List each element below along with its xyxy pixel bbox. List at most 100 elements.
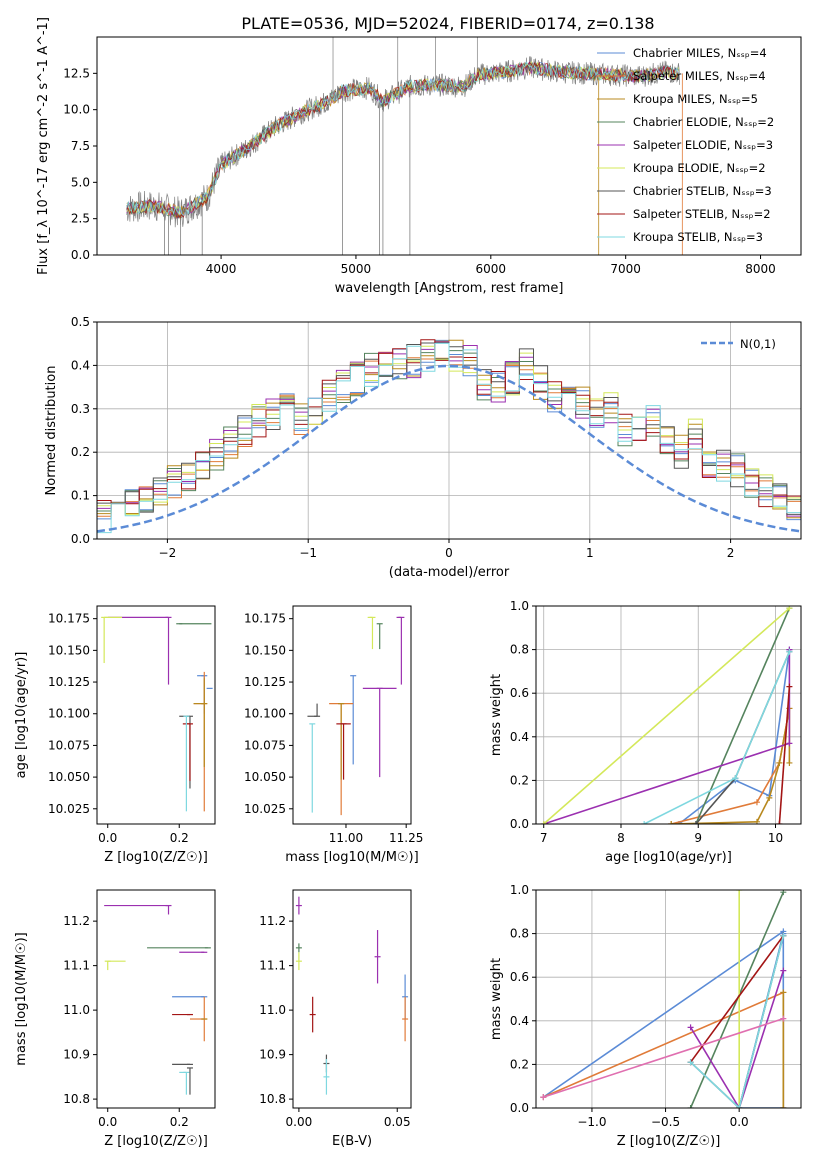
- plot-area-massweight-vs-age: [540, 606, 793, 824]
- weight-marker: [780, 989, 787, 996]
- y-tick-label: 0.2: [71, 445, 90, 459]
- residual-histogram: [97, 339, 801, 526]
- error-point: [338, 702, 345, 780]
- x-tick-label: 8000: [745, 262, 776, 276]
- y-tick-label: 0.5: [71, 315, 90, 329]
- spectrum-data-line: [126, 56, 680, 228]
- x-tick-label: −2: [159, 546, 177, 560]
- error-point: [362, 687, 397, 778]
- x-axis-label: Z [log10(Z/Z☉)]: [104, 1134, 208, 1149]
- weight-marker: [540, 1094, 547, 1101]
- y-tick-label: 10.025: [48, 802, 90, 816]
- weight-marker: [687, 1024, 694, 1031]
- error-point: [182, 723, 193, 781]
- panel-massweight-vs-age: 7 8 9 10 0.0 0.2 0.4 0.6 0.8 1.0 age [log10(age/yr…: [489, 599, 802, 865]
- weight-marker: [540, 821, 547, 824]
- y-tick-label: 0.4: [71, 358, 90, 372]
- legend-label: Kroupa STELIB, Nₛₛₚ=3: [633, 230, 763, 244]
- error-point: [295, 943, 302, 953]
- y-tick-label: 0.2: [510, 773, 529, 787]
- y-tick-label: 10.125: [244, 675, 286, 689]
- weight-series-line: [689, 970, 785, 1108]
- weight-marker: [786, 683, 793, 690]
- panel-age-vs-mass: 11.00 11.25 10.025 10.050 10.075 10.100 10.125…: [244, 605, 423, 865]
- error-point: [336, 723, 351, 780]
- weight-marker: [687, 1105, 694, 1108]
- x-tick-label: 0.2: [170, 831, 189, 845]
- panel-mass-vs-EBV: 0.00 0.05 10.8 10.9 11.0 11.1 11.2 E(B-V): [259, 889, 412, 1149]
- x-tick-label: 0.0: [98, 1115, 117, 1129]
- figure-title: PLATE=0536, MJD=52024, FIBERID=0174, z=0…: [241, 14, 654, 33]
- x-axis-label: Z [log10(Z/Z☉)]: [617, 1134, 721, 1149]
- weight-series-line: [689, 935, 784, 1063]
- y-tick-label: 10.150: [48, 643, 90, 657]
- y-tick-label: 0.0: [71, 532, 90, 546]
- weight-marker: [780, 1015, 787, 1022]
- y-tick-label: 10.100: [244, 707, 286, 721]
- legend-label: N(0,1): [740, 337, 776, 351]
- y-tick-label: 0.6: [510, 970, 529, 984]
- x-tick-label: 6000: [476, 262, 507, 276]
- y-tick-label: 0.4: [510, 730, 529, 744]
- x-axis-label: wavelength [Angstrom, rest frame]: [335, 281, 564, 296]
- weight-marker: [780, 967, 787, 974]
- y-axis-label: mass [log10(M/M☉)]: [14, 932, 29, 1065]
- residual-histogram: [97, 342, 801, 537]
- y-tick-label: 12.5: [63, 66, 90, 80]
- x-tick-label: 9: [694, 831, 702, 845]
- weight-marker: [786, 759, 793, 766]
- error-point: [323, 1059, 330, 1095]
- plot-area-mass-vs-EBV: [295, 896, 409, 1095]
- error-point: [295, 896, 302, 915]
- spectrum-legend: Chabrier MILES, Nₛₛₚ=4 Salpeter MILES, Nₛ…: [597, 46, 774, 244]
- weight-marker: [786, 648, 793, 655]
- y-tick-label: 10.175: [244, 612, 286, 626]
- weight-series-line: [543, 1017, 784, 1098]
- x-axis-label: mass [log10(M/M☉)]: [285, 850, 418, 865]
- legend-label: Kroupa MILES, Nₛₛₚ=5: [633, 92, 758, 106]
- y-tick-label: 10.075: [48, 738, 90, 752]
- plot-area-residuals: [97, 339, 801, 537]
- error-point: [307, 703, 321, 717]
- y-tick-label: 11.2: [63, 914, 90, 928]
- panel-spectrum: 4000 5000 6000 7000 8000 0.0 2.5 5.0 7.5 10.0 12.5…: [36, 17, 802, 296]
- weight-marker: [736, 890, 743, 893]
- weight-marker: [687, 1059, 694, 1066]
- y-tick-label: 1.0: [510, 883, 529, 897]
- axes-frame: [292, 605, 412, 825]
- weight-series-line: [543, 991, 785, 1108]
- x-axis-label: age [log10(age/yr)]: [605, 850, 732, 865]
- panel-massweight-vs-Z: −1.0 −0.5 0.0 0.0 0.2 0.4 0.6 0.8 1.0 Z [log10(Z/…: [489, 883, 802, 1149]
- error-point: [376, 623, 383, 650]
- x-tick-label: −1: [299, 546, 317, 560]
- weight-series-line: [543, 607, 790, 824]
- residual-legend: N(0,1): [701, 337, 776, 351]
- plot-area-massweight-vs-Z: [540, 890, 787, 1108]
- y-axis-label: age [log10(age/yr)]: [14, 652, 29, 779]
- weight-marker: [641, 821, 648, 824]
- y-tick-label: 10.125: [48, 675, 90, 689]
- error-point: [309, 723, 316, 813]
- error-point: [193, 678, 208, 767]
- y-tick-label: 11.0: [259, 1003, 286, 1017]
- error-point: [309, 996, 316, 1033]
- y-tick-label: 10.8: [259, 1092, 286, 1106]
- y-tick-label: 11.1: [63, 959, 90, 973]
- weight-marker: [776, 821, 783, 824]
- error-point: [104, 960, 126, 971]
- x-tick-label: 0.05: [384, 1115, 411, 1129]
- x-tick-label: 0: [445, 546, 453, 560]
- y-tick-label: 10.175: [48, 612, 90, 626]
- y-axis-label: Flux [f_λ 10^-17 erg cm^-2 s^-1 A^-1]: [36, 17, 51, 275]
- axes-frame: [292, 889, 412, 1109]
- x-tick-label: 1: [586, 546, 594, 560]
- x-tick-label: 11.25: [389, 831, 423, 845]
- weight-marker: [786, 740, 793, 747]
- weight-marker: [732, 775, 739, 782]
- y-tick-label: 0.4: [510, 1014, 529, 1028]
- weight-series-line: [678, 649, 791, 824]
- x-tick-label: 7: [540, 831, 548, 845]
- panel-residuals: −2 −1 0 1 2 0.0 0.1 0.2 0.3 0.4 0.5 (data-model)/er…: [44, 315, 802, 580]
- legend-label: Chabrier MILES, Nₛₛₚ=4: [633, 46, 767, 60]
